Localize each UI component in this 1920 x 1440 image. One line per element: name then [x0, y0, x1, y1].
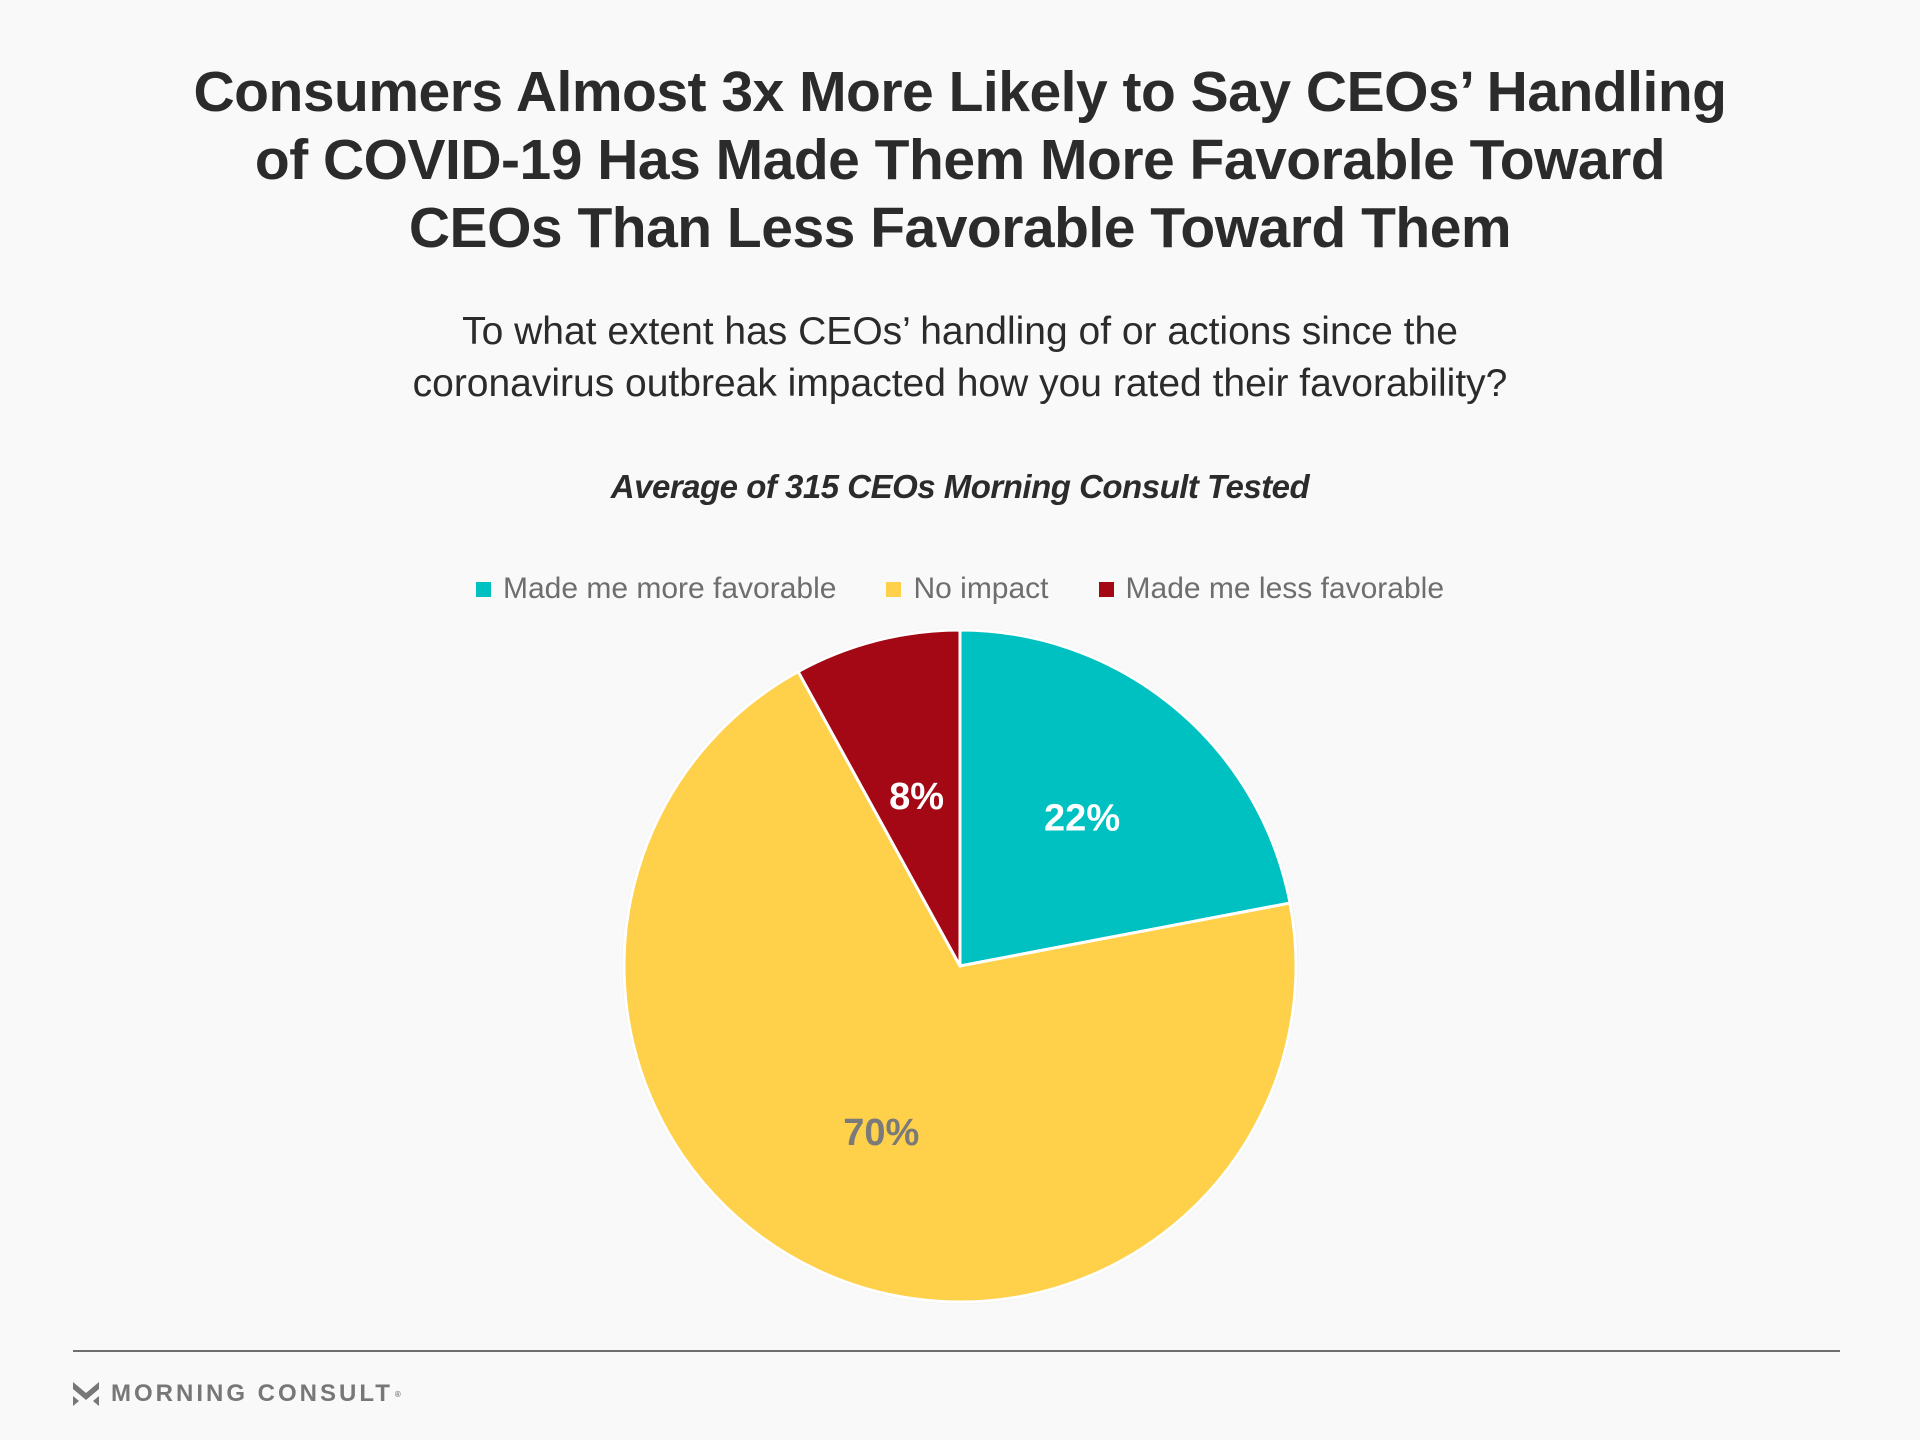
- title-line: Consumers Almost 3x More Likely to Say C…: [193, 60, 1727, 124]
- pie-slice-no-impact: [622, 670, 1298, 1304]
- question-line: To what extent has CEOs’ handling of or …: [462, 310, 1458, 353]
- chart-subtitle: Average of 315 CEOs Morning Consult Test…: [610, 468, 1310, 505]
- title-line: of COVID-19 Has Made Them More Favorable…: [254, 128, 1666, 192]
- registered-mark: ®: [394, 1389, 401, 1399]
- morning-consult-m-icon: [73, 1382, 99, 1406]
- legend-swatch: [886, 581, 902, 597]
- legend-label: Made me less favorable: [1125, 572, 1445, 605]
- data-label-less-favorable: 8%: [889, 776, 944, 818]
- legend-label: Made me more favorable: [502, 572, 837, 605]
- title-line: CEOs Than Less Favorable Toward Them: [408, 196, 1512, 260]
- brand-name: MORNING CONSULT: [111, 1380, 393, 1407]
- footer-logo: MORNING CONSULT ®: [73, 1380, 401, 1408]
- data-label-no-impact: 70%: [843, 1112, 919, 1154]
- question-line: coronavirus outbreak impacted how you ra…: [412, 362, 1508, 405]
- footer-divider: [73, 1350, 1840, 1352]
- legend-swatch: [1098, 581, 1114, 597]
- legend-swatch: [475, 581, 491, 597]
- pie-slice-less-favorable: [796, 628, 962, 968]
- survey-question: To what extent has CEOs’ handling of or …: [0, 306, 1920, 410]
- legend-item-no-impact: No impact: [886, 572, 1049, 606]
- chart-title: Consumers Almost 3x More Likely to Say C…: [0, 58, 1920, 262]
- legend-label: No impact: [913, 572, 1049, 605]
- pie-slice-more-favorable: [958, 628, 1292, 968]
- legend: Made me more favorable No impact Made me…: [0, 572, 1920, 606]
- legend-item-less-favorable: Made me less favorable: [1098, 572, 1445, 606]
- data-label-more-favorable: 22%: [1044, 797, 1120, 839]
- legend-item-more-favorable: Made me more favorable: [475, 572, 837, 606]
